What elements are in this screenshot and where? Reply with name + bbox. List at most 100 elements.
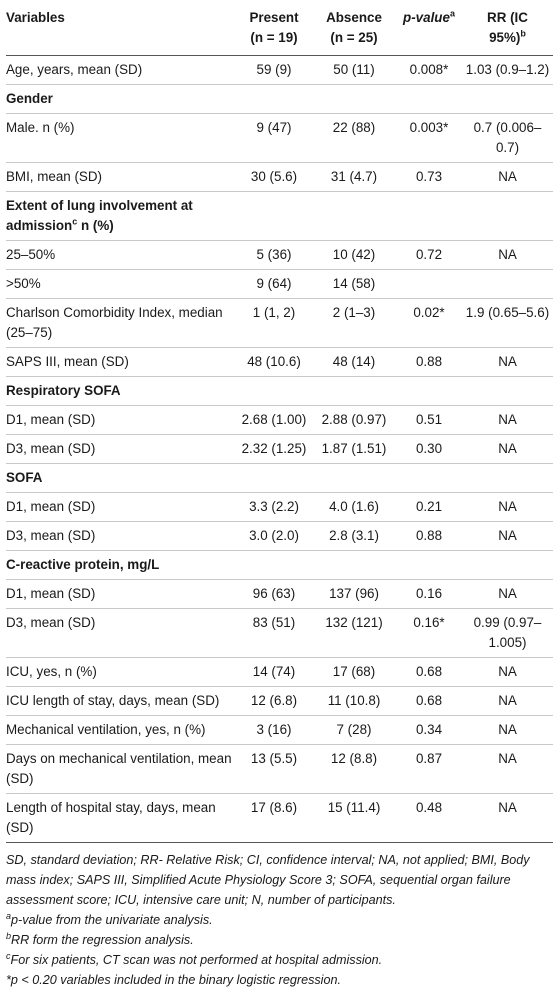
table-row: D1, mean (SD) 96 (63) 137 (96) 0.16 NA <box>6 580 553 609</box>
rr-cell: NA <box>498 499 517 514</box>
absence-cell: 4.0 (1.6) <box>329 499 379 514</box>
section-row: Respiratory SOFA <box>6 377 553 406</box>
pvalue-cell <box>396 192 462 241</box>
pvalue-cell: 0.30 <box>415 441 443 456</box>
rr-cell: NA <box>498 722 517 737</box>
section-row: C-reactive protein, mg/L <box>6 551 553 580</box>
rr-cell: NA <box>498 800 517 815</box>
variable-label: D3, mean (SD) <box>6 615 96 630</box>
section-label: SOFA <box>6 470 43 485</box>
section-row: Extent of lung involvement at admissionc… <box>6 192 553 241</box>
pvalue-cell: 0.003* <box>409 120 449 135</box>
table-row: Charlson Comorbidity Index, median (25–7… <box>6 299 553 348</box>
absence-cell: 2.8 (3.1) <box>329 528 379 543</box>
footnote-a: ap-value from the univariate analysis. <box>6 910 213 927</box>
present-cell: 3.3 (2.2) <box>249 499 299 514</box>
absence-cell: 10 (42) <box>332 247 376 262</box>
pvalue-cell <box>396 464 462 493</box>
pvalue-cell <box>396 85 462 114</box>
table-header: Variables Present (n = 19) Absence (n = 25… <box>6 0 553 56</box>
results-table: Variables Present (n = 19) Absence (n = 25… <box>6 0 553 843</box>
pvalue-cell: 0.008* <box>409 62 449 77</box>
absence-cell <box>312 85 396 114</box>
pvalue-cell: 0.21 <box>415 499 443 514</box>
absence-cell: 50 (11) <box>333 62 375 77</box>
rr-cell <box>462 464 553 493</box>
table-row: Days on mechanical ventilation, mean (SD… <box>6 745 553 794</box>
rr-cell <box>462 192 553 241</box>
section-label: Gender <box>6 91 53 106</box>
footnote-star: *p < 0.20 variables included in the bina… <box>6 973 341 987</box>
variable-label: ICU, yes, n (%) <box>6 664 97 679</box>
rr-cell: NA <box>498 586 517 601</box>
pvalue-cell <box>396 551 462 580</box>
present-cell: 9 (64) <box>256 276 292 291</box>
pvalue-cell: 0.73 <box>415 169 443 184</box>
table-row: 25–50% 5 (36) 10 (42) 0.72 NA <box>6 241 553 270</box>
rr-cell: NA <box>498 441 517 456</box>
present-cell <box>236 464 312 493</box>
rr-cell: NA <box>498 412 517 427</box>
rr-cell: 0.7 (0.006–0.7) <box>473 120 542 155</box>
pvalue-cell: 0.16 <box>415 586 443 601</box>
absence-cell: 17 (68) <box>332 664 376 679</box>
rr-cell: NA <box>498 247 517 262</box>
pvalue-cell: 0.02* <box>413 305 445 320</box>
rr-cell: NA <box>498 528 517 543</box>
pvalue-cell: 0.68 <box>415 664 443 679</box>
variable-label: D1, mean (SD) <box>6 412 96 427</box>
variable-label: Days on mechanical ventilation, mean (SD… <box>6 751 232 786</box>
present-cell: 2.32 (1.25) <box>241 441 307 456</box>
table-row: Mechanical ventilation, yes, n (%) 3 (16)… <box>6 716 553 745</box>
rr-cell: NA <box>498 751 517 766</box>
present-cell: 2.68 (1.00) <box>241 412 307 427</box>
present-cell: 3.0 (2.0) <box>249 528 299 543</box>
present-cell: 9 (47) <box>256 120 292 135</box>
variable-label: Age, years, mean (SD) <box>6 62 143 77</box>
footnote-abbreviations: SD, standard deviation; RR- Relative Ris… <box>6 853 530 907</box>
pvalue-cell: 0.48 <box>415 800 443 815</box>
pvalue-cell: 0.68 <box>415 693 443 708</box>
present-cell <box>236 85 312 114</box>
header-variables: Variables <box>6 10 65 25</box>
header-pvalue: p-valuea <box>403 8 455 25</box>
variable-label: D1, mean (SD) <box>6 499 96 514</box>
rr-cell <box>462 551 553 580</box>
absence-cell: 22 (88) <box>332 120 376 135</box>
table-row: D3, mean (SD) 3.0 (2.0) 2.8 (3.1) 0.88 NA <box>6 522 553 551</box>
present-cell: 1 (1, 2) <box>252 305 296 320</box>
variable-label: 25–50% <box>6 247 56 262</box>
variable-label: SAPS III, mean (SD) <box>6 354 129 369</box>
absence-cell: 137 (96) <box>329 586 379 601</box>
absence-cell: 1.87 (1.51) <box>321 441 387 456</box>
variable-label: BMI, mean (SD) <box>6 169 102 184</box>
absence-cell: 12 (8.8) <box>330 751 378 766</box>
absence-cell: 7 (28) <box>336 722 372 737</box>
table-row: BMI, mean (SD) 30 (5.6) 31 (4.7) 0.73 NA <box>6 163 553 192</box>
rr-cell: 0.99 (0.97–1.005) <box>473 615 542 650</box>
absence-cell <box>312 551 396 580</box>
rr-cell: NA <box>498 693 517 708</box>
present-cell: 17 (8.6) <box>250 800 298 815</box>
pvalue-cell: 0.88 <box>415 528 443 543</box>
table-row: ICU length of stay, days, mean (SD) 12 (6… <box>6 687 553 716</box>
table-row: Male. n (%) 9 (47) 22 (88) 0.003* 0.7 (0.006… <box>6 114 553 163</box>
rr-cell: NA <box>498 169 517 184</box>
rr-cell: 1.9 (0.65–5.6) <box>465 305 550 320</box>
variable-label: D3, mean (SD) <box>6 441 96 456</box>
variable-label: Charlson Comorbidity Index, median (25–7… <box>6 305 223 340</box>
variable-label: ICU length of stay, days, mean (SD) <box>6 693 220 708</box>
pvalue-cell: 0.72 <box>415 247 443 262</box>
present-cell: 14 (74) <box>252 664 296 679</box>
absence-cell: 14 (58) <box>332 276 376 291</box>
present-cell: 12 (6.8) <box>250 693 298 708</box>
variable-label: D1, mean (SD) <box>6 586 96 601</box>
footnotes: SD, standard deviation; RR- Relative Ris… <box>6 850 553 990</box>
absence-cell: 2.88 (0.97) <box>321 412 387 427</box>
table-row: D1, mean (SD) 2.68 (1.00) 2.88 (0.97) 0.51 N… <box>6 406 553 435</box>
absence-cell <box>312 377 396 406</box>
table-row: ICU, yes, n (%) 14 (74) 17 (68) 0.68 NA <box>6 658 553 687</box>
absence-cell: 11 (10.8) <box>327 693 381 708</box>
variable-label: >50% <box>6 276 41 291</box>
